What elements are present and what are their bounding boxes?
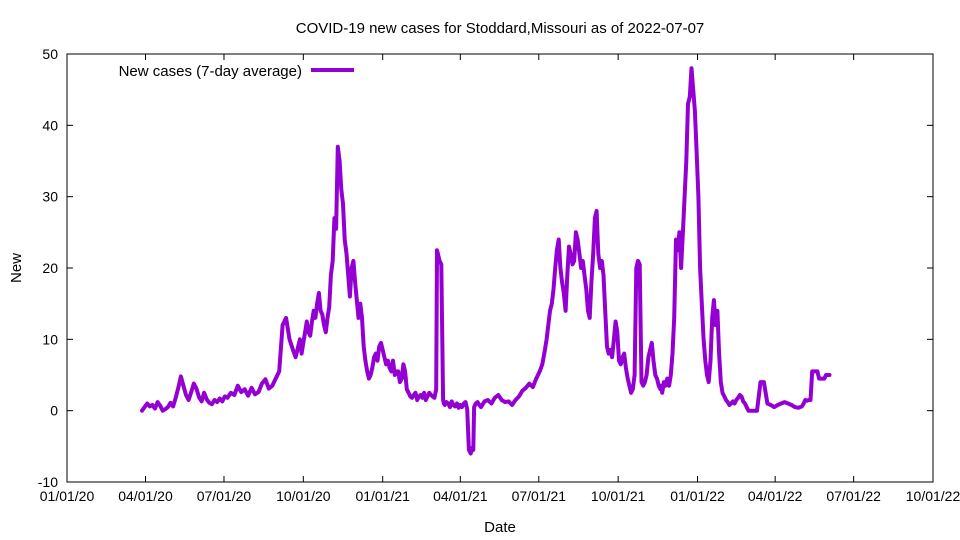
x-tick-label: 10/01/20 xyxy=(276,488,331,504)
x-tick-label: 01/01/21 xyxy=(355,488,410,504)
x-tick-label: 04/01/20 xyxy=(118,488,173,504)
legend-label: New cases (7-day average) xyxy=(119,63,302,80)
y-tick-label: 50 xyxy=(42,46,58,62)
x-axis: 01/01/20 04/01/20 07/01/20 10/01/20 01/01/21… xyxy=(40,54,960,504)
x-tick-label: 07/01/20 xyxy=(197,488,252,504)
series-line-new-cases xyxy=(140,66,832,456)
x-tick-label: 04/01/22 xyxy=(748,488,803,504)
chart-title: COVID-19 new cases for Stoddard,Missouri… xyxy=(296,20,705,37)
x-axis-title: Date xyxy=(484,519,516,536)
x-tick-label: 04/01/21 xyxy=(433,488,488,504)
series-layer xyxy=(140,66,832,456)
y-tick-label: 0 xyxy=(50,403,58,419)
y-axis: -10 0 10 20 30 40 50 xyxy=(38,46,933,490)
y-axis-title: New xyxy=(8,253,25,283)
x-tick-label: 01/01/20 xyxy=(40,488,95,504)
x-tick-label: 10/01/22 xyxy=(906,488,960,504)
x-tick-label: 07/01/22 xyxy=(826,488,881,504)
legend: New cases (7-day average) xyxy=(119,63,354,80)
x-tick-label: 07/01/21 xyxy=(512,488,567,504)
x-tick-label: 01/01/22 xyxy=(670,488,725,504)
y-tick-label: 30 xyxy=(42,189,58,205)
y-tick-label: -10 xyxy=(38,474,58,490)
y-tick-label: 40 xyxy=(42,117,58,133)
x-tick-label: 10/01/21 xyxy=(591,488,646,504)
y-tick-label: 10 xyxy=(42,331,58,347)
y-tick-label: 20 xyxy=(42,260,58,276)
